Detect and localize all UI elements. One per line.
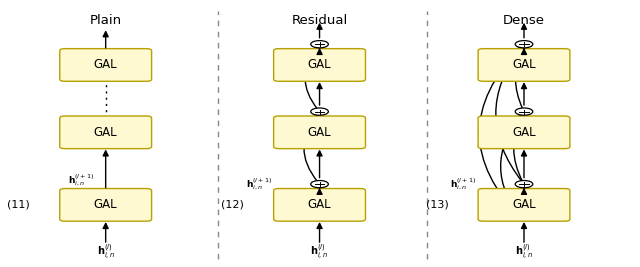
Text: $\mathbf{h}_{i,n}^{(l+1)}$: $\mathbf{h}_{i,n}^{(l+1)}$ — [68, 173, 94, 188]
FancyArrowPatch shape — [479, 47, 522, 220]
FancyBboxPatch shape — [478, 49, 570, 81]
FancyArrowPatch shape — [305, 48, 319, 109]
Text: $\mathbf{h}_{i,n}^{(l)}$: $\mathbf{h}_{i,n}^{(l)}$ — [97, 243, 115, 262]
FancyArrowPatch shape — [514, 115, 523, 182]
Text: Residual: Residual — [291, 14, 348, 28]
Circle shape — [515, 108, 532, 115]
Text: Plain: Plain — [90, 14, 122, 28]
FancyBboxPatch shape — [60, 116, 152, 149]
Text: $\mathbf{h}_{i,n}^{(l)}$: $\mathbf{h}_{i,n}^{(l)}$ — [310, 243, 329, 262]
Text: GAL: GAL — [308, 198, 332, 211]
FancyArrowPatch shape — [304, 115, 319, 182]
FancyBboxPatch shape — [274, 189, 365, 221]
FancyArrowPatch shape — [500, 115, 522, 219]
Text: $\mathbf{h}_{i,n}^{(l+1)}$: $\mathbf{h}_{i,n}^{(l+1)}$ — [451, 176, 477, 192]
FancyBboxPatch shape — [478, 189, 570, 221]
FancyBboxPatch shape — [60, 189, 152, 221]
Circle shape — [311, 41, 328, 48]
Text: (13): (13) — [426, 200, 449, 210]
Text: GAL: GAL — [94, 198, 118, 211]
Circle shape — [515, 180, 532, 188]
Circle shape — [311, 180, 328, 188]
FancyArrowPatch shape — [518, 188, 523, 219]
FancyBboxPatch shape — [478, 116, 570, 149]
Text: GAL: GAL — [512, 58, 536, 72]
Text: GAL: GAL — [94, 126, 118, 139]
Circle shape — [515, 41, 532, 48]
FancyBboxPatch shape — [274, 49, 365, 81]
Text: (11): (11) — [8, 200, 30, 210]
Text: GAL: GAL — [308, 126, 332, 139]
FancyBboxPatch shape — [274, 116, 365, 149]
FancyBboxPatch shape — [60, 49, 152, 81]
Text: $\mathbf{h}_{i,n}^{(l+1)}$: $\mathbf{h}_{i,n}^{(l+1)}$ — [246, 176, 273, 192]
Text: GAL: GAL — [94, 58, 118, 72]
FancyArrowPatch shape — [496, 48, 522, 182]
Text: GAL: GAL — [308, 58, 332, 72]
Text: (12): (12) — [221, 200, 244, 210]
Text: $\mathbf{h}_{i,n}^{(l)}$: $\mathbf{h}_{i,n}^{(l)}$ — [515, 243, 533, 262]
FancyArrowPatch shape — [312, 187, 319, 219]
Circle shape — [311, 108, 328, 115]
Text: Dense: Dense — [503, 14, 545, 28]
Text: GAL: GAL — [512, 126, 536, 139]
FancyArrowPatch shape — [515, 48, 523, 109]
Text: GAL: GAL — [512, 198, 536, 211]
